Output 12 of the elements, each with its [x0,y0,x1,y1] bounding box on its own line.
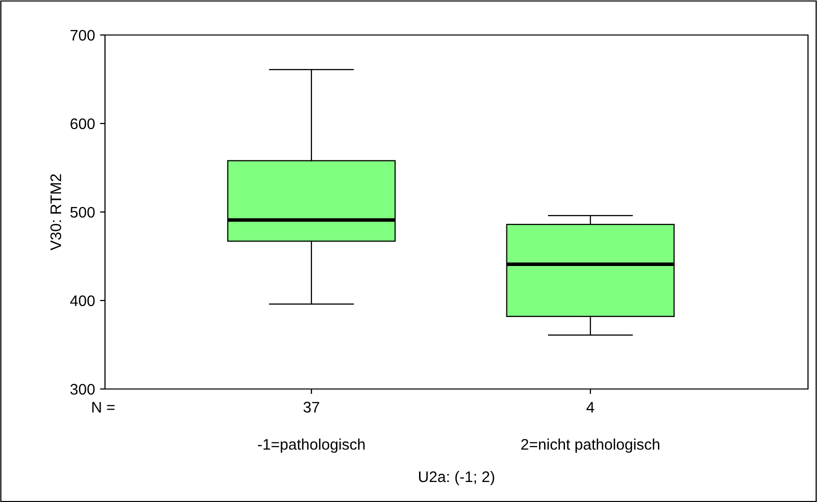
y-tick-label: 500 [70,206,95,218]
x-tick-label: -1=pathologisch [258,438,365,453]
text: 37 [304,402,320,413]
y-tick-label: 400 [70,295,95,306]
x-tick-label: 2=nicht pathologisch [521,438,660,453]
y-tick-label: 600 [70,118,95,130]
y-tick-label: 700 [70,30,95,41]
y-tick-label: 300 [70,384,95,395]
text: 4 [586,402,594,412]
x-axis-title: U2a: (-1; 2) [419,470,494,486]
text: N = [92,402,114,412]
y-axis-title: V30: RTM2 [50,174,62,250]
